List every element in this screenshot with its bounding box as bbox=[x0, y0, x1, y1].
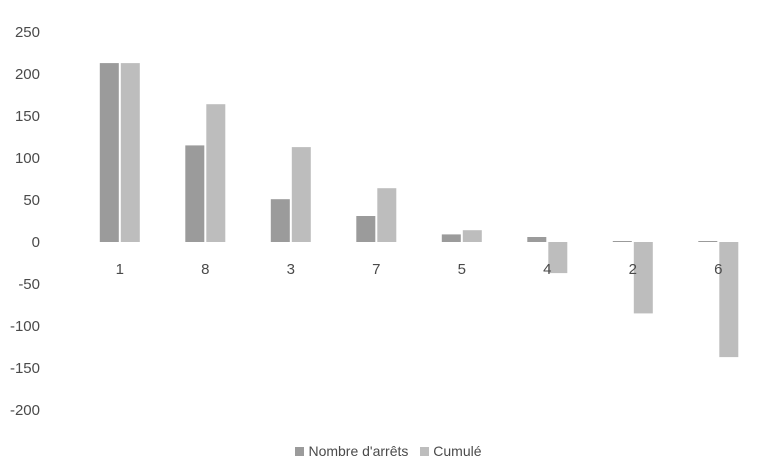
x-category-label: 7 bbox=[372, 261, 380, 278]
bar-nombre-arrets bbox=[441, 234, 461, 242]
x-category-label: 5 bbox=[458, 261, 466, 278]
x-category-label: 4 bbox=[543, 261, 551, 278]
bars bbox=[99, 63, 739, 358]
legend: Nombre d'arrêts Cumulé bbox=[0, 443, 777, 459]
bar-cumule bbox=[462, 230, 482, 242]
y-tick-label: -150 bbox=[10, 360, 40, 377]
x-category-label: 8 bbox=[201, 261, 209, 278]
bar-cumule bbox=[719, 242, 739, 358]
legend-label-nombre-arrets: Nombre d'arrêts bbox=[308, 443, 409, 459]
y-tick-label: 50 bbox=[23, 192, 40, 209]
y-tick-label: -100 bbox=[10, 318, 40, 335]
bar-chart-plot: 250 200 150 100 50 0 -50 -100 -150 -200 1 8 3 7 5 4 2 6 bbox=[10, 24, 739, 419]
bar-cumule bbox=[633, 242, 653, 314]
y-axis-tick-labels: 250 200 150 100 50 0 -50 -100 -150 -200 bbox=[10, 24, 40, 419]
legend-item-nombre-arrets: Nombre d'arrêts bbox=[295, 443, 408, 459]
x-category-label: 1 bbox=[116, 261, 124, 278]
bar-cumule bbox=[291, 147, 311, 242]
legend-swatch-nombre-arrets bbox=[295, 447, 305, 456]
bar-nombre-arrets bbox=[698, 241, 718, 242]
bar-cumule bbox=[120, 63, 140, 242]
x-axis-category-labels: 1 8 3 7 5 4 2 6 bbox=[116, 261, 723, 278]
x-category-label: 2 bbox=[629, 261, 637, 278]
x-category-label: 6 bbox=[714, 261, 722, 278]
y-tick-label: -50 bbox=[18, 276, 40, 293]
bar-nombre-arrets bbox=[99, 63, 119, 242]
bar-nombre-arrets bbox=[356, 216, 376, 242]
bar-nombre-arrets bbox=[185, 145, 205, 242]
y-tick-label: 200 bbox=[15, 66, 40, 83]
y-tick-label: 250 bbox=[15, 24, 40, 41]
y-tick-label: -200 bbox=[10, 402, 40, 419]
y-tick-label: 100 bbox=[15, 150, 40, 167]
bar-nombre-arrets bbox=[270, 199, 290, 242]
bar-cumule bbox=[206, 104, 226, 242]
x-category-label: 3 bbox=[287, 261, 295, 278]
y-tick-label: 0 bbox=[32, 234, 40, 251]
bar-cumule bbox=[377, 188, 397, 242]
legend-label-cumule: Cumulé bbox=[433, 443, 482, 459]
y-tick-label: 150 bbox=[15, 108, 40, 125]
legend-item-cumule: Cumulé bbox=[420, 443, 482, 459]
bar-nombre-arrets bbox=[612, 241, 632, 242]
legend-swatch-cumule bbox=[420, 447, 430, 456]
bar-nombre-arrets bbox=[527, 237, 547, 242]
bar-cumule bbox=[548, 242, 568, 274]
